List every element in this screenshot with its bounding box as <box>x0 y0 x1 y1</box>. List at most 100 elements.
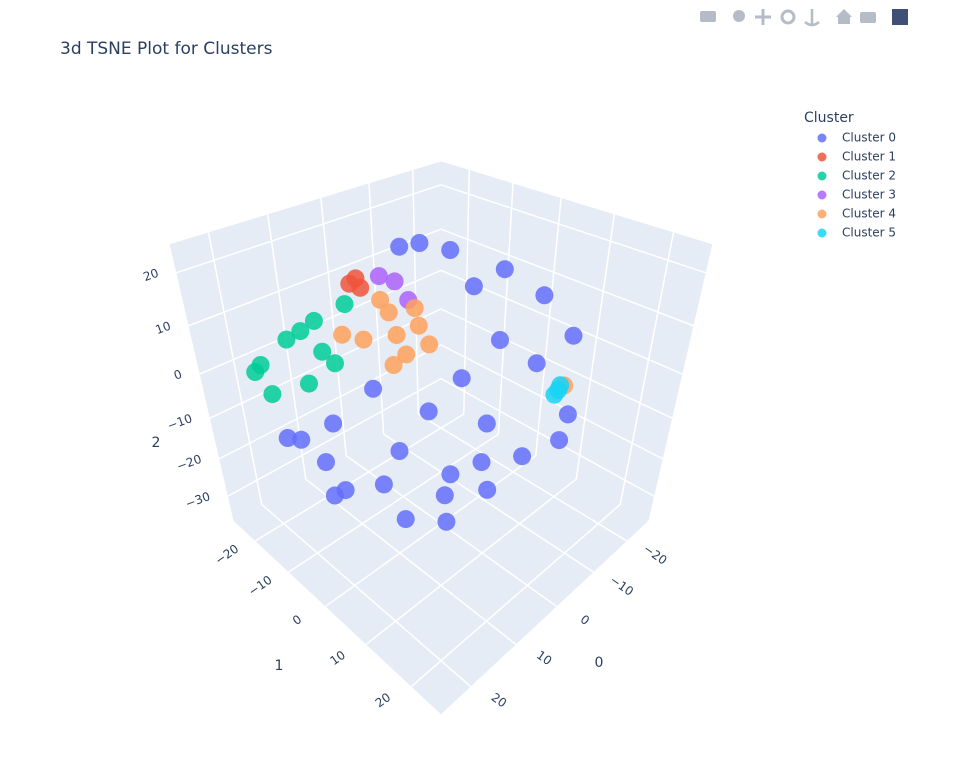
x-tick-label: −20 <box>641 542 670 568</box>
point <box>419 402 438 421</box>
grid-line <box>575 214 616 480</box>
point <box>326 354 344 373</box>
point <box>333 325 352 344</box>
reset-button[interactable] <box>836 9 852 24</box>
legend-marker <box>817 133 827 143</box>
point <box>564 326 583 345</box>
point <box>325 486 344 505</box>
y-tick-label: −10 <box>246 573 275 599</box>
z-axis-title: 2 <box>152 435 161 451</box>
point <box>390 442 409 460</box>
grid-line <box>176 184 442 274</box>
point <box>420 335 439 354</box>
legend-item[interactable]: Cluster 2 <box>817 169 897 183</box>
point <box>478 480 497 499</box>
grid-line <box>254 413 465 542</box>
point <box>550 431 569 450</box>
x-tick-label: 0 <box>578 612 592 628</box>
legend-marker <box>817 171 827 181</box>
grid-line <box>497 183 514 435</box>
legend-item[interactable]: Cluster 5 <box>817 226 897 240</box>
grid-line <box>365 478 577 645</box>
legend-item[interactable]: Cluster 0 <box>817 131 897 145</box>
point <box>304 311 323 330</box>
pan-button[interactable] <box>755 9 771 25</box>
x-tick-label: 10 <box>534 648 555 668</box>
point <box>464 277 483 296</box>
x-tick-label: 20 <box>489 690 510 710</box>
point <box>379 303 398 322</box>
legend: Cluster Cluster 0 Cluster 1 Cluster 2 Cluste… <box>804 110 896 240</box>
z-tick-label: 10 <box>154 319 173 337</box>
zoom-button[interactable] <box>733 10 745 22</box>
grid-line <box>324 455 537 608</box>
grid-line <box>440 308 673 419</box>
legend-label: Cluster 2 <box>842 169 896 183</box>
point <box>513 447 532 466</box>
floor <box>233 401 649 715</box>
y-axis-title: 1 <box>275 658 284 674</box>
point <box>387 326 406 344</box>
z-tick-label: −10 <box>165 411 194 433</box>
point <box>441 241 460 259</box>
point <box>390 237 409 256</box>
grid-line <box>440 228 694 327</box>
legend-marker <box>817 190 827 200</box>
point <box>437 512 456 531</box>
point <box>405 299 424 318</box>
x-axis-title: 0 <box>595 655 604 671</box>
y-tick-label: 20 <box>373 690 394 710</box>
point <box>441 465 460 484</box>
legend-marker <box>817 228 827 238</box>
point <box>452 369 471 388</box>
point <box>410 234 429 252</box>
points <box>246 234 583 531</box>
point <box>340 274 359 293</box>
point <box>324 414 343 433</box>
grid-line <box>535 198 562 456</box>
turntable-button[interactable] <box>804 9 820 27</box>
grid-line <box>417 413 628 542</box>
point <box>313 342 332 361</box>
point <box>354 330 373 349</box>
grid-line <box>218 344 442 460</box>
grid-line <box>411 170 419 415</box>
point <box>535 286 554 305</box>
y-tick-label: 10 <box>327 648 348 668</box>
camera-button[interactable] <box>700 11 716 22</box>
point <box>374 475 393 494</box>
point <box>495 260 514 279</box>
point <box>292 430 311 449</box>
chart-title: 3d TSNE Plot for Clusters <box>60 39 273 59</box>
grid-line <box>320 198 347 456</box>
point <box>409 316 428 335</box>
scene-walls <box>169 161 713 715</box>
grid-line <box>227 377 442 497</box>
point <box>545 385 564 404</box>
legend-label: Cluster 0 <box>842 131 896 145</box>
grid-line <box>383 433 594 573</box>
grid-line <box>410 503 621 688</box>
legend-label: Cluster 4 <box>842 207 896 221</box>
x-tick-label: −10 <box>607 573 636 599</box>
orbit-button[interactable] <box>780 9 796 25</box>
grid-line <box>619 232 675 505</box>
camera-view-button[interactable] <box>860 12 876 23</box>
point <box>491 331 509 349</box>
legend-item[interactable]: Cluster 4 <box>817 207 897 221</box>
plotly-logo[interactable] <box>892 9 908 25</box>
legend-label: Cluster 1 <box>842 150 896 164</box>
legend-label: Cluster 5 <box>842 226 896 240</box>
point <box>278 429 297 447</box>
y-tick-label: 0 <box>290 612 304 628</box>
point <box>472 453 491 472</box>
legend-marker <box>817 152 827 162</box>
legend-label: Cluster 3 <box>842 188 896 202</box>
grid-line <box>305 478 517 645</box>
legend-marker <box>817 209 827 219</box>
grid-line <box>207 232 263 505</box>
legend-item[interactable]: Cluster 3 <box>817 188 897 202</box>
point <box>371 290 390 309</box>
legend-item[interactable]: Cluster 1 <box>817 150 897 164</box>
